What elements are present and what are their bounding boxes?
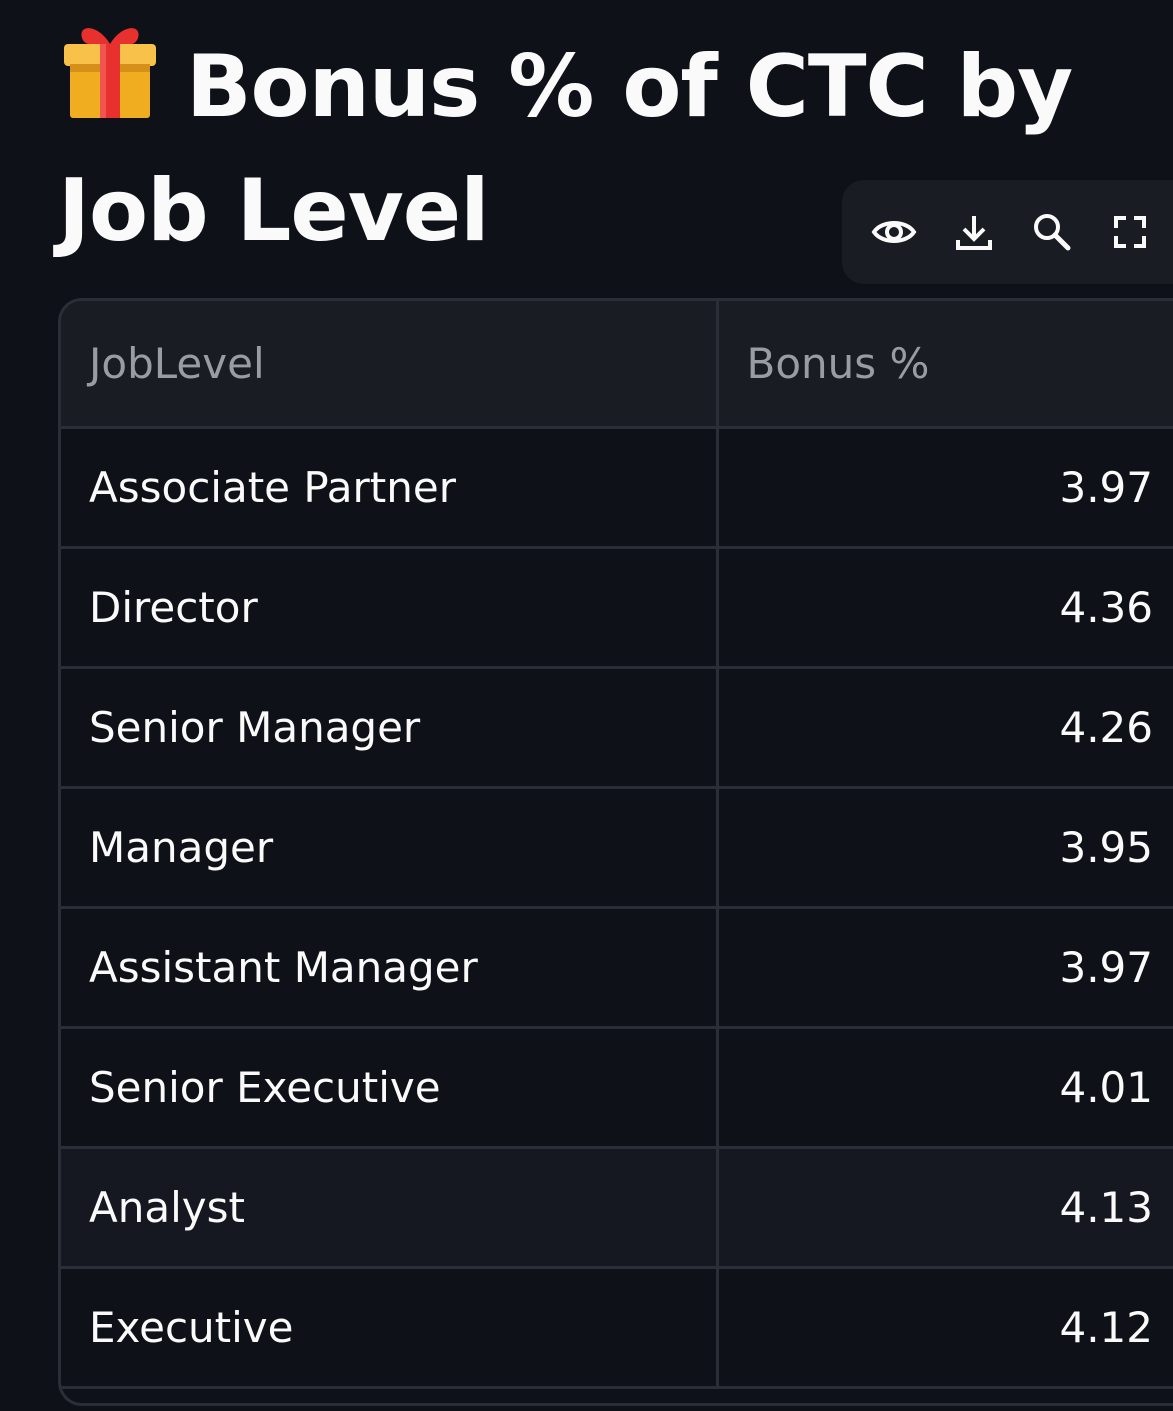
column-header-bonus[interactable]: Bonus % bbox=[715, 301, 1173, 429]
cell-bonus[interactable]: 4.01 bbox=[715, 1027, 1173, 1149]
cell-bonus[interactable]: 3.97 bbox=[715, 907, 1173, 1029]
cell-bonus[interactable]: 4.26 bbox=[715, 667, 1173, 789]
fullscreen-icon[interactable] bbox=[1102, 204, 1158, 260]
table-row[interactable]: Manager 3.95 bbox=[61, 787, 1173, 909]
table-row[interactable]: Director 4.36 bbox=[61, 547, 1173, 669]
cell-job-level[interactable]: Assistant Manager bbox=[61, 907, 717, 1029]
cell-job-level[interactable]: Analyst bbox=[61, 1147, 717, 1269]
download-icon[interactable] bbox=[946, 204, 1002, 260]
data-table[interactable]: JobLevel Bonus % Associate Partner 3.97 … bbox=[58, 298, 1173, 1406]
cell-bonus[interactable]: 4.36 bbox=[715, 547, 1173, 669]
cell-bonus[interactable]: 4.12 bbox=[715, 1267, 1173, 1389]
cell-bonus[interactable]: 4.13 bbox=[715, 1147, 1173, 1269]
table-row[interactable]: Associate Partner 3.97 bbox=[61, 427, 1173, 549]
gift-icon bbox=[58, 18, 162, 152]
table-row[interactable]: Assistant Manager 3.97 bbox=[61, 907, 1173, 1029]
cell-job-level[interactable]: Manager bbox=[61, 787, 717, 909]
table-row[interactable]: Senior Manager 4.26 bbox=[61, 667, 1173, 789]
table-header-row: JobLevel Bonus % bbox=[61, 301, 1173, 429]
cell-bonus[interactable]: 3.95 bbox=[715, 787, 1173, 909]
page-title: Bonus % of CTC by Job Level bbox=[58, 18, 1158, 270]
table-row[interactable]: Executive 4.12 bbox=[61, 1267, 1173, 1389]
search-icon[interactable] bbox=[1024, 204, 1080, 260]
table-row[interactable]: Analyst 4.13 bbox=[61, 1147, 1173, 1269]
column-header-joblevel[interactable]: JobLevel bbox=[61, 301, 717, 429]
cell-job-level[interactable]: Senior Manager bbox=[61, 667, 717, 789]
table-toolbar bbox=[842, 180, 1173, 284]
cell-job-level[interactable]: Senior Executive bbox=[61, 1027, 717, 1149]
cell-job-level[interactable]: Executive bbox=[61, 1267, 717, 1389]
cell-job-level[interactable]: Associate Partner bbox=[61, 427, 717, 549]
eye-icon[interactable] bbox=[866, 204, 922, 260]
cell-job-level[interactable]: Director bbox=[61, 547, 717, 669]
title-text: Bonus % of CTC by Job Level bbox=[58, 37, 1073, 261]
cell-bonus[interactable]: 3.97 bbox=[715, 427, 1173, 549]
table-row[interactable]: Senior Executive 4.01 bbox=[61, 1027, 1173, 1149]
